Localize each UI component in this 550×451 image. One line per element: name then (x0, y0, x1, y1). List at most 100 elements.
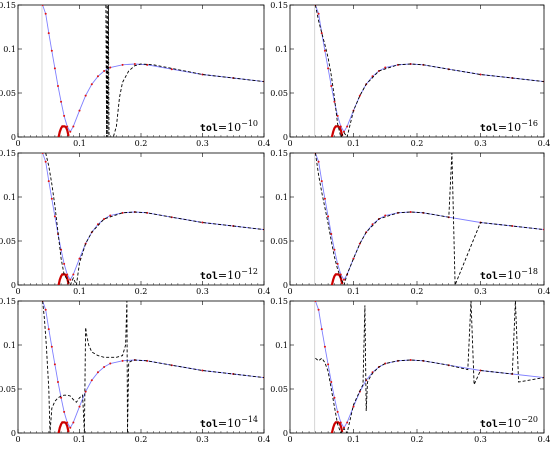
series-point (41, 153, 44, 154)
y-tick-label: 0.15 (0, 149, 16, 158)
series-point (317, 12, 320, 15)
tolerance-label: tol=10−16 (480, 119, 538, 134)
series-point (384, 214, 387, 217)
tol-equals: = (218, 121, 227, 134)
series-approximation-line (105, 5, 264, 137)
series-point (50, 345, 53, 348)
series-reference-line (314, 301, 544, 429)
series-point (333, 100, 336, 103)
series-point (72, 273, 75, 276)
tol-equals: = (218, 269, 227, 282)
tol-code: tol (200, 271, 218, 282)
series-point (60, 396, 63, 399)
x-tick-label: 0.4 (538, 287, 550, 296)
y-tick-label: 0.05 (270, 89, 288, 98)
tolerance-label: tol=10−10 (200, 119, 258, 134)
series-approximation-line (45, 153, 264, 285)
series-reference-line (42, 5, 264, 133)
series-point (44, 160, 47, 163)
series-point (121, 359, 124, 362)
y-tick-label: 0.1 (275, 193, 288, 202)
y-tick-label: 0.15 (270, 297, 288, 306)
tol-equals: = (498, 269, 507, 282)
series-point (103, 70, 106, 72)
x-tick-label: 0.1 (73, 139, 86, 148)
series-dense-dots (57, 273, 70, 285)
series-point (333, 396, 336, 399)
series-dense-dots (330, 273, 344, 285)
tol-equals: = (218, 417, 227, 430)
series-point (56, 380, 59, 383)
x-tick-label: 0.2 (411, 139, 424, 148)
series-point (63, 114, 66, 117)
x-tick-label: 0 (287, 139, 292, 148)
series-point (333, 248, 336, 251)
series-point (78, 257, 81, 260)
series-point (346, 421, 349, 424)
series-point (336, 262, 339, 265)
series-point (327, 363, 330, 366)
y-tick-label: 0.05 (270, 385, 288, 394)
series-point (327, 67, 330, 70)
series-point (323, 197, 326, 200)
x-tick-label: 0.4 (258, 139, 271, 148)
tol-exponent: −10 (241, 119, 258, 128)
panel-middle-right: 0 0.1 0.2 0.3 0.4 0 0.05 0.1 0.15 tol=10−18 (270, 149, 550, 296)
x-tick-label: 0.2 (135, 435, 148, 444)
series-point (47, 32, 50, 35)
y-tick-label: 0 (283, 133, 288, 142)
series-point (96, 75, 99, 78)
plot-area (314, 153, 544, 285)
x-tick-label: 0.1 (347, 139, 360, 148)
series-dense-dots (57, 125, 70, 137)
plot-area (314, 301, 544, 433)
series-point (47, 180, 50, 183)
series-approximation-line (315, 301, 544, 433)
x-tick-label: 0.2 (411, 287, 424, 296)
x-tick-label: 0.1 (347, 287, 360, 296)
x-tick-label: 0.1 (347, 435, 360, 444)
series-point (317, 160, 320, 163)
y-tick-label: 0.15 (0, 297, 16, 306)
plot-area (314, 5, 544, 137)
series-point (60, 248, 63, 251)
series-point (109, 214, 112, 217)
tol-exponent: −18 (521, 267, 538, 276)
x-tick-label: 0.1 (73, 287, 86, 296)
series-point (53, 67, 56, 70)
x-tick-label: 0 (287, 287, 292, 296)
series-point (320, 180, 323, 183)
y-tick-label: 0.05 (0, 385, 16, 394)
series-reference-line (42, 153, 264, 281)
series-point (358, 94, 361, 97)
tolerance-label: tol=10−18 (480, 267, 538, 282)
series-point (60, 100, 63, 103)
x-tick-label: 0.3 (474, 139, 487, 148)
tol-equals: = (498, 121, 507, 134)
panel-top-left: 0 0.1 0.2 0.3 0.4 0 0.05 0.1 0.15 tol=10−10 (0, 1, 270, 148)
tol-exponent: −14 (241, 415, 258, 424)
y-tick-label: 0.1 (3, 341, 16, 350)
series-point (201, 369, 204, 372)
series-point (479, 73, 482, 76)
series-point (84, 94, 87, 97)
series-point (96, 371, 99, 374)
plot-frame (289, 152, 545, 286)
panel-bottom-left: 0 0.1 0.2 0.3 0.4 0 0.05 0.1 0.15 tol=10−14 (0, 297, 270, 444)
y-tick-label: 0 (283, 429, 288, 438)
y-tick-label: 0.1 (275, 45, 288, 54)
y-tick-label: 0 (11, 133, 16, 142)
panel-top-right: 0 0.1 0.2 0.3 0.4 0 0.05 0.1 0.15 tol=10−16 (270, 1, 550, 148)
series-point (56, 84, 59, 87)
series-approximation-line (314, 5, 544, 137)
series-point (109, 362, 112, 365)
series-point (41, 5, 44, 6)
series-point (330, 232, 333, 235)
series-point (352, 405, 355, 408)
series-point (201, 221, 204, 224)
series-point (90, 83, 93, 86)
series-point (133, 62, 136, 65)
series-point (409, 210, 412, 213)
plot-frame (289, 4, 545, 138)
series-reference-line (42, 301, 264, 429)
